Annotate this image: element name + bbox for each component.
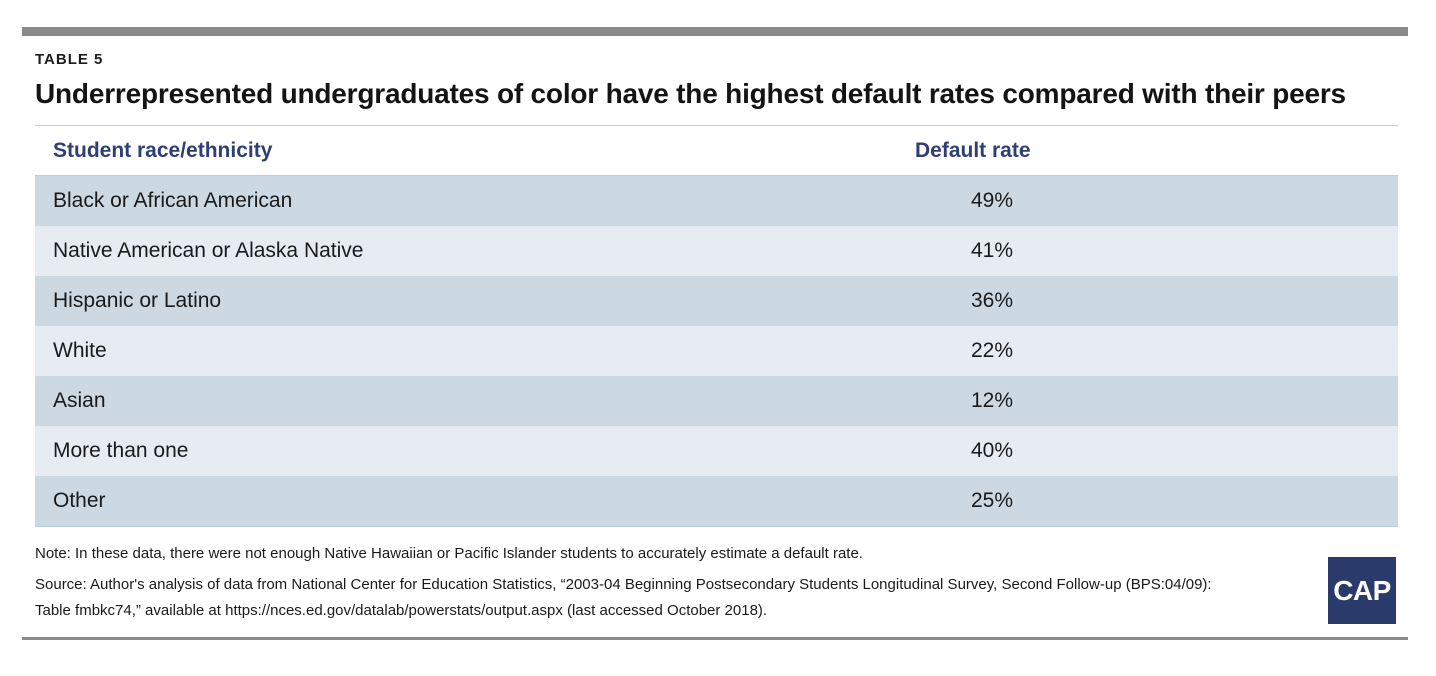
default-rate-cell: 36% <box>971 289 1014 312</box>
table-row: Hispanic or Latino 36% <box>35 276 1398 326</box>
table-row: Native American or Alaska Native 41% <box>35 226 1398 276</box>
table-header-row: Student race/ethnicity Default rate <box>35 126 1398 176</box>
table-row: More than one 40% <box>35 426 1398 476</box>
default-rate-cell: 40% <box>971 439 1014 462</box>
default-rate-cell: 12% <box>971 389 1014 412</box>
top-rule <box>22 27 1408 36</box>
race-ethnicity-cell: Asian <box>53 389 106 412</box>
default-rate-cell: 41% <box>971 239 1014 262</box>
table-title: Underrepresented undergraduates of color… <box>35 78 1346 109</box>
table-row: Black or African American 49% <box>35 176 1398 226</box>
table-top-divider <box>35 125 1398 126</box>
bottom-rule <box>22 637 1408 640</box>
table-source: Source: Author's analysis of data from N… <box>35 576 1212 619</box>
column-header-default-rate: Default rate <box>915 138 1031 162</box>
table-bottom-divider <box>35 526 1398 527</box>
column-header-race: Student race/ethnicity <box>53 138 273 162</box>
table-label: TABLE 5 <box>35 51 104 68</box>
table-note: Note: In these data, there were not enou… <box>35 545 863 562</box>
table-row: White 22% <box>35 326 1398 376</box>
table-row: Asian 12% <box>35 376 1398 426</box>
cap-logo: CAP <box>1328 557 1396 624</box>
race-ethnicity-cell: Native American or Alaska Native <box>53 239 364 262</box>
default-rate-cell: 25% <box>971 489 1014 512</box>
default-rate-cell: 49% <box>971 189 1014 212</box>
table-body: Black or African American 49% Native Ameri… <box>35 176 1398 526</box>
race-ethnicity-cell: Other <box>53 489 106 512</box>
race-ethnicity-cell: White <box>53 339 107 362</box>
race-ethnicity-cell: Black or African American <box>53 189 293 212</box>
table-row: Other 25% <box>35 476 1398 526</box>
race-ethnicity-cell: More than one <box>53 439 189 462</box>
race-ethnicity-cell: Hispanic or Latino <box>53 289 222 312</box>
default-rate-cell: 22% <box>971 339 1014 362</box>
data-table: Student race/ethnicity Default rate Blac… <box>35 125 1398 527</box>
